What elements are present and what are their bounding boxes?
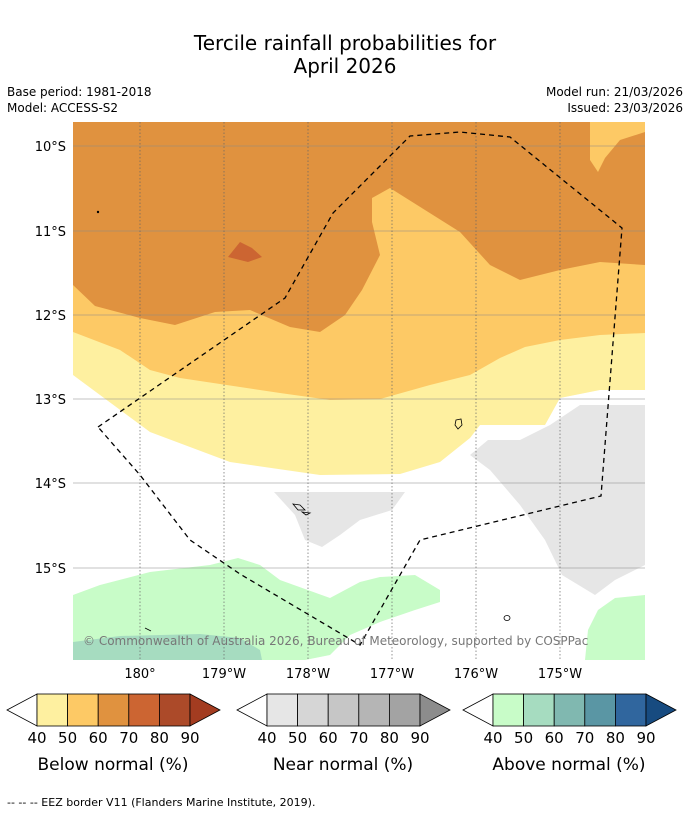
colorbar-below-normal-label: Below normal (%) [38,755,189,775]
colorbar-below-normal-seg-80 [158,693,191,727]
colorbar-below-normal-overflow [189,693,221,727]
colorbar-above-normal-ticks: 40 50 60 70 80 90 [483,729,655,747]
colorbar-above-normal-seg-60 [553,693,586,727]
cb-above-tick-90: 90 [636,729,655,747]
colorbar-near-normal-ticks: 40 50 60 70 80 90 [257,729,429,747]
cb-below-tick-90: 90 [180,729,199,747]
island-3 [300,511,312,516]
cb-above-tick-70: 70 [575,729,594,747]
colorbar-above-normal-seg-80 [615,693,647,727]
model-run: Model run: 21/03/2026 [545,85,683,99]
copyright-text: © Commonwealth of Australia 2026, Bureau… [83,634,588,648]
colorbar-near-normal-seg-80 [388,693,421,727]
latitude-labels: 10°S 11°S 12°S 13°S 14°S 15°S [35,140,66,577]
cb-near-tick-80: 80 [380,729,399,747]
cb-above-tick-50: 50 [514,729,533,747]
colorbar-near-normal-seg-60 [327,693,360,727]
cb-below-tick-40: 40 [27,729,46,747]
cb-near-tick-90: 90 [410,729,429,747]
cb-below-tick-80: 80 [150,729,169,747]
colorbar-above-normal-seg-50 [523,693,555,727]
colorbar-below-normal-underflow [6,693,38,727]
colorbar-near-normal-label: Near normal (%) [273,755,413,775]
cb-near-tick-40: 40 [257,729,276,747]
colorbar-above-normal-overflow [645,693,677,727]
colorbar-near-normal-seg-50 [297,693,329,727]
lon-label-175w: 175°W [538,667,582,682]
cb-below-tick-70: 70 [119,729,138,747]
above-normal-40-band [73,558,440,660]
map-title: Tercile rainfall probabilities for April… [0,32,690,78]
colorbar-above-normal: 40 50 60 70 80 90 Above normal (%) [462,693,677,775]
lon-label-179w: 179°W [202,667,246,682]
colorbar-near-normal-seg-40 [266,693,299,727]
lat-label-15s: 15°S [35,562,66,577]
colorbar-near-normal: 40 50 60 70 80 90 Near normal (%) [236,693,451,775]
meridians [139,122,561,660]
island-1 [454,418,463,430]
below-normal-70-patch [228,242,262,262]
title-line-2: April 2026 [293,54,397,78]
near-normal-patch-west [274,492,405,547]
meta-left: Base period: 1981-2018 Model: ACCESS-S2 [7,84,152,116]
cb-above-tick-80: 80 [606,729,625,747]
near-normal-patch-east [470,405,645,595]
island-2 [292,503,306,511]
meta-right: Model run: 21/03/2026 Issued: 23/03/2026 [546,84,683,116]
model-name: Model: ACCESS-S2 [7,101,119,115]
islands [96,210,511,632]
parallels [73,145,645,569]
lat-label-13s: 13°S [35,393,66,408]
lon-label-176w: 176°W [454,667,498,682]
cb-near-tick-60: 60 [319,729,338,747]
colorbar-above-normal-underflow [462,693,494,727]
colorbar-near-normal-seg-70 [358,693,390,727]
colorbar-below-normal: 40 50 60 70 80 90 Below normal (%) [6,693,221,775]
lon-label-178w: 178°W [286,667,330,682]
base-period: Base period: 1981-2018 [7,85,152,99]
cb-below-tick-50: 50 [58,729,77,747]
colorbar-below-normal-seg-60 [97,693,130,727]
longitude-labels: 180° 179°W 178°W 177°W 176°W 175°W [124,667,582,682]
map-plot-area: © Commonwealth of Australia 2026, Bureau… [73,122,645,660]
footer-eez-note: -- -- -- EEZ border V11 (Flanders Marine… [7,796,316,809]
lon-label-177w: 177°W [370,667,414,682]
above-normal-40-patch-east [585,595,645,660]
eez-border [97,131,623,646]
below-normal-60-band [73,122,645,332]
issued-date: Issued: 23/03/2026 [567,101,683,115]
lat-label-14s: 14°S [35,477,66,492]
colorbar-near-normal-underflow [236,693,268,727]
colorbar-above-normal-seg-70 [584,693,616,727]
lat-label-11s: 11°S [35,225,66,240]
colorbars: 40 50 60 70 80 90 Below normal (%) 40 50… [6,693,677,775]
cb-below-tick-60: 60 [89,729,108,747]
island-5 [144,627,152,632]
colorbar-above-normal-label: Above normal (%) [492,755,645,775]
colorbar-below-normal-seg-50 [67,693,99,727]
cb-near-tick-50: 50 [288,729,307,747]
cb-above-tick-40: 40 [483,729,502,747]
cb-above-tick-60: 60 [545,729,564,747]
title-line-1: Tercile rainfall probabilities for [193,31,497,55]
colorbar-above-normal-seg-40 [492,693,525,727]
lat-label-12s: 12°S [35,309,66,324]
colorbar-below-normal-seg-40 [36,693,69,727]
cb-near-tick-70: 70 [349,729,368,747]
colorbar-below-normal-ticks: 40 50 60 70 80 90 [27,729,199,747]
island-4 [503,615,511,621]
lon-label-180: 180° [124,667,155,682]
above-normal-50-patch [73,634,262,660]
colorbar-below-normal-seg-70 [128,693,160,727]
lat-label-10s: 10°S [35,140,66,155]
colorbar-near-normal-overflow [419,693,451,727]
island-6 [96,210,100,214]
